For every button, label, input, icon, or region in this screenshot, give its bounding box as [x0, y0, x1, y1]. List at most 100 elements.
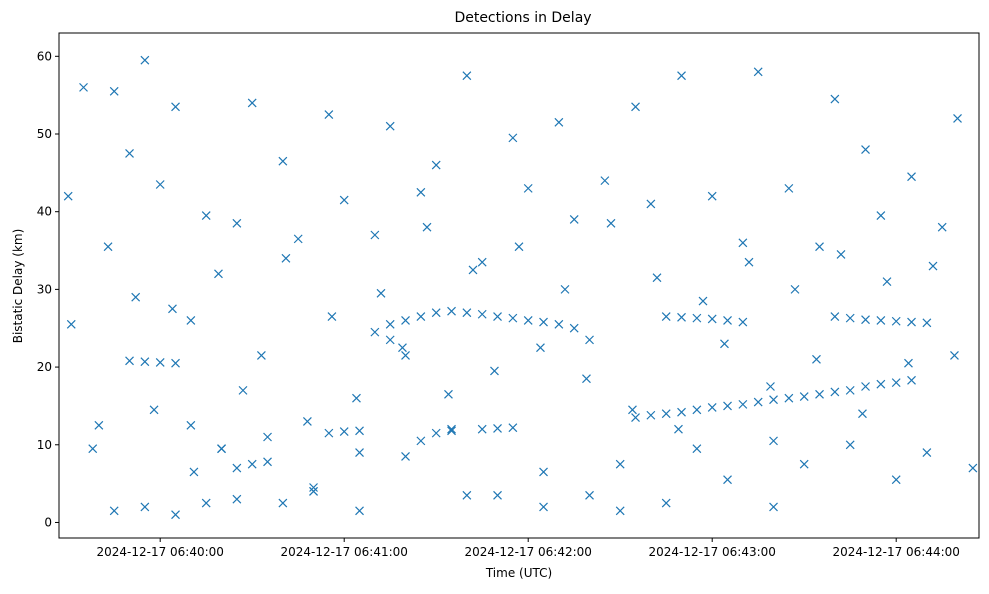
data-point-marker — [140, 357, 150, 367]
plot-frame — [58, 32, 980, 539]
data-point-marker — [447, 424, 456, 434]
data-point-marker — [698, 296, 708, 306]
data-point-marker — [508, 423, 518, 433]
data-point-marker — [968, 463, 978, 473]
data-point-marker — [891, 475, 901, 485]
data-point-marker — [560, 284, 570, 294]
data-point-marker — [309, 483, 318, 492]
data-point-marker — [385, 319, 395, 329]
data-point-marker — [490, 366, 499, 376]
data-point-marker — [263, 457, 272, 467]
data-point-marker — [376, 288, 386, 298]
data-point-marker — [493, 424, 502, 433]
data-point-marker — [953, 114, 962, 123]
y-tick-label: 60 — [37, 49, 52, 63]
x-tick-label: 2024-12-17 06:44:00 — [832, 545, 959, 559]
data-point-marker — [769, 502, 778, 512]
data-point-marker — [907, 172, 916, 182]
data-point-marker — [339, 427, 349, 436]
data-point-marker — [950, 350, 959, 360]
x-tick-label: 2024-12-17 06:42:00 — [464, 545, 591, 559]
data-point-marker — [416, 187, 426, 197]
data-point-marker — [707, 314, 717, 324]
data-point-marker — [891, 316, 901, 326]
data-point-marker — [431, 160, 441, 170]
data-point-marker — [799, 392, 809, 402]
data-point-marker — [677, 407, 686, 417]
data-point-marker — [232, 494, 242, 504]
data-point-marker — [232, 218, 242, 228]
data-point-marker — [858, 409, 867, 419]
data-point-marker — [600, 176, 610, 186]
data-point-marker — [539, 467, 548, 477]
data-point-marker — [769, 436, 778, 446]
data-point-marker — [723, 316, 732, 325]
data-point-marker — [876, 316, 886, 325]
y-tick-label: 10 — [37, 438, 52, 452]
data-point-marker — [585, 490, 594, 500]
data-point-marker — [661, 409, 671, 419]
data-point-marker — [416, 436, 426, 446]
y-tick-label: 50 — [37, 127, 52, 141]
data-point-marker — [385, 335, 395, 345]
data-point-marker — [674, 424, 683, 434]
data-point-marker — [585, 335, 594, 345]
data-point-marker — [88, 444, 98, 454]
data-point-marker — [94, 420, 104, 430]
data-point-marker — [477, 309, 487, 319]
data-point-marker — [217, 444, 226, 454]
data-point-marker — [646, 199, 656, 209]
data-point-marker — [707, 191, 717, 201]
data-point-marker — [477, 424, 487, 434]
data-point-marker — [882, 277, 892, 287]
data-point-marker — [468, 265, 478, 275]
data-point-marker — [723, 475, 732, 485]
data-point-marker — [692, 313, 702, 323]
data-point-marker — [125, 356, 134, 366]
data-point-marker — [247, 459, 257, 469]
data-point-marker — [302, 417, 312, 426]
data-point-marker — [63, 191, 73, 201]
data-point-marker — [937, 222, 947, 232]
data-point-marker — [723, 401, 732, 411]
data-point-marker — [707, 403, 717, 412]
data-point-marker — [907, 375, 916, 385]
data-point-marker — [339, 195, 349, 205]
data-point-marker — [922, 448, 932, 457]
data-point-marker — [327, 312, 337, 322]
data-point-marker — [201, 211, 211, 221]
y-axis-label: Bistatic Delay (km) — [11, 229, 25, 344]
data-point-marker — [631, 413, 640, 423]
data-point-marker — [738, 399, 748, 409]
data-point-marker — [431, 308, 441, 318]
data-point-marker — [790, 284, 800, 294]
data-point-marker — [370, 230, 380, 240]
data-point-marker — [692, 405, 702, 415]
data-point-marker — [109, 86, 119, 96]
data-point-marker — [155, 180, 165, 189]
data-point-marker — [171, 510, 180, 520]
y-tick-label: 0 — [44, 515, 52, 529]
data-point-marker — [401, 350, 410, 360]
data-point-marker — [830, 312, 840, 322]
data-point-marker — [876, 379, 886, 389]
data-point-marker — [830, 94, 840, 104]
data-point-marker — [256, 350, 266, 360]
data-point-marker — [462, 490, 472, 500]
data-point-marker — [861, 382, 870, 391]
data-point-marker — [447, 306, 456, 316]
data-point-marker — [140, 502, 150, 512]
data-point-marker — [355, 448, 364, 457]
data-point-marker — [444, 389, 453, 399]
data-point-marker — [845, 385, 855, 395]
data-point-marker — [661, 498, 671, 508]
data-point-marker — [815, 389, 824, 399]
data-point-marker — [738, 238, 748, 248]
data-point-marker — [171, 102, 180, 112]
data-point-marker — [753, 67, 763, 77]
data-point-marker — [462, 71, 472, 81]
data-point-marker — [103, 242, 113, 252]
data-point-marker — [355, 506, 364, 516]
data-point-marker — [186, 316, 196, 325]
data-point-marker — [385, 121, 395, 131]
